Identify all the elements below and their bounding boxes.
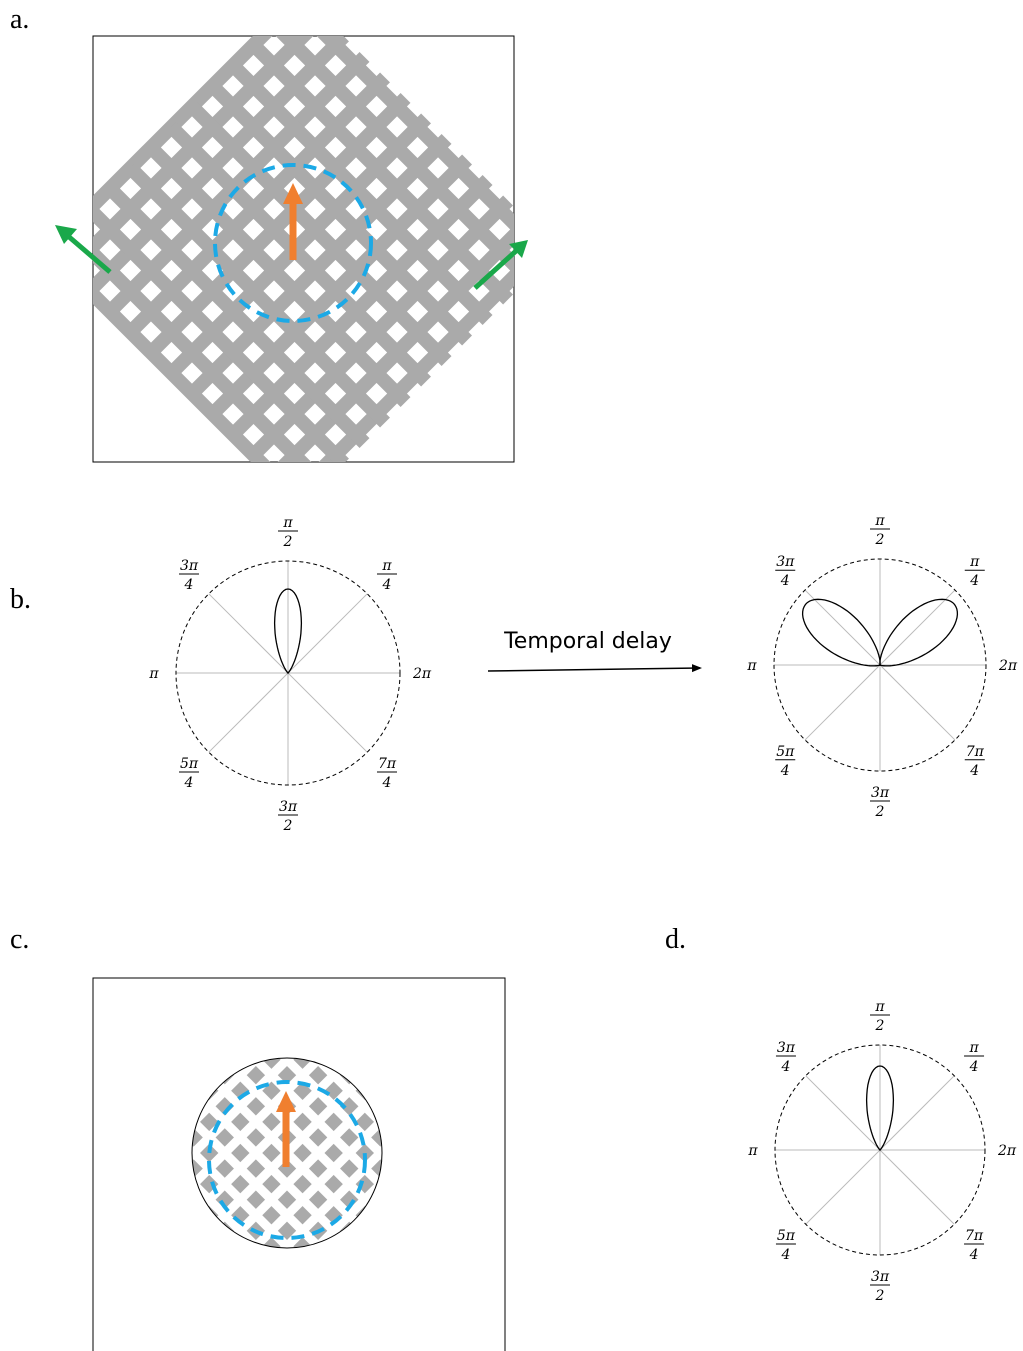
angle-numerator: 5π — [777, 1228, 796, 1244]
bar — [221, 1058, 382, 1219]
angle-numerator: π — [282, 515, 293, 531]
angle-numerator: π — [968, 1040, 979, 1056]
angle-numerator: 3π — [279, 799, 298, 815]
bar — [268, 1058, 382, 1172]
angle-label: 2π — [997, 1143, 1017, 1159]
angle-denominator: 2 — [875, 804, 885, 820]
disk-outline — [191, 1057, 383, 1249]
arrow-head — [509, 240, 528, 258]
angle-numerator: 3π — [871, 785, 890, 801]
tuning-lobe — [865, 1065, 895, 1151]
plaid-grating — [93, 36, 514, 462]
angle-denominator: 4 — [382, 577, 392, 593]
aperture — [213, 163, 373, 323]
angle-denominator: 4 — [969, 573, 979, 589]
angle-numerator: 3π — [871, 1269, 890, 1285]
angle-numerator: 3π — [777, 1040, 796, 1056]
angle-denominator: 2 — [875, 532, 885, 548]
angle-label: π — [746, 658, 757, 674]
tuning-lobe — [273, 588, 303, 674]
polar-ring — [175, 560, 401, 786]
bar — [192, 1087, 353, 1248]
arrow-label: Temporal delay — [503, 629, 672, 654]
arrow-head — [276, 1091, 296, 1112]
angle-denominator: 2 — [283, 818, 293, 834]
stimulus-box — [92, 977, 506, 1351]
bar — [228, 60, 493, 325]
angle-denominator: 4 — [969, 763, 979, 779]
angle-denominator: 4 — [780, 763, 790, 779]
angle-numerator: π — [381, 558, 392, 574]
angle-numerator: 7π — [966, 744, 985, 760]
bar — [146, 142, 411, 407]
bar — [105, 183, 370, 448]
bar — [269, 36, 514, 284]
panel-label: b. — [10, 584, 31, 615]
bar — [187, 101, 452, 366]
bar — [93, 224, 329, 462]
polar-ring — [774, 1044, 986, 1256]
angle-denominator: 4 — [780, 573, 790, 589]
angle-denominator: 4 — [780, 1247, 790, 1263]
angle-numerator: 5π — [776, 744, 795, 760]
angle-numerator: π — [874, 513, 885, 529]
tuning-lobe — [801, 598, 881, 667]
angle-numerator: 3π — [180, 558, 199, 574]
aperture — [207, 1080, 367, 1240]
angle-numerator: 7π — [965, 1228, 984, 1244]
angle-label: π — [747, 1143, 758, 1159]
bar — [252, 1058, 382, 1188]
bar — [166, 122, 431, 387]
bar — [192, 1134, 306, 1248]
delay-arrow — [487, 664, 702, 673]
component-arrow — [473, 249, 518, 290]
bar — [248, 39, 514, 305]
tuning-lobe — [879, 598, 959, 667]
panel-label: a. — [10, 4, 29, 35]
angle-numerator: 5π — [180, 756, 199, 772]
bar — [93, 245, 308, 462]
angle-numerator: 7π — [378, 756, 397, 772]
angle-denominator: 4 — [184, 577, 194, 593]
arrow-head — [55, 225, 77, 244]
angle-denominator: 4 — [184, 775, 194, 791]
bar — [93, 204, 349, 462]
bar — [192, 1103, 337, 1248]
bar-set — [93, 36, 514, 462]
arrow-head — [283, 183, 303, 204]
angle-denominator: 2 — [875, 1018, 885, 1034]
angle-numerator: 3π — [776, 554, 795, 570]
angle-denominator: 4 — [969, 1059, 979, 1075]
bar — [192, 1118, 322, 1248]
angle-denominator: 4 — [382, 775, 392, 791]
angle-numerator: π — [969, 554, 980, 570]
bar — [207, 81, 472, 346]
angle-label: 2π — [998, 658, 1018, 674]
component-arrow — [66, 234, 112, 274]
angle-denominator: 2 — [283, 534, 293, 550]
panel-label: d. — [665, 924, 686, 955]
polar-ring — [773, 558, 987, 772]
angle-label: π — [148, 666, 159, 682]
angle-denominator: 2 — [875, 1288, 885, 1304]
angle-denominator: 4 — [969, 1247, 979, 1263]
bar — [125, 163, 390, 428]
panel-label: c. — [10, 924, 29, 955]
angle-numerator: π — [874, 999, 885, 1015]
bar — [289, 36, 514, 264]
angle-denominator: 4 — [780, 1059, 790, 1075]
angle-label: 2π — [412, 666, 432, 682]
